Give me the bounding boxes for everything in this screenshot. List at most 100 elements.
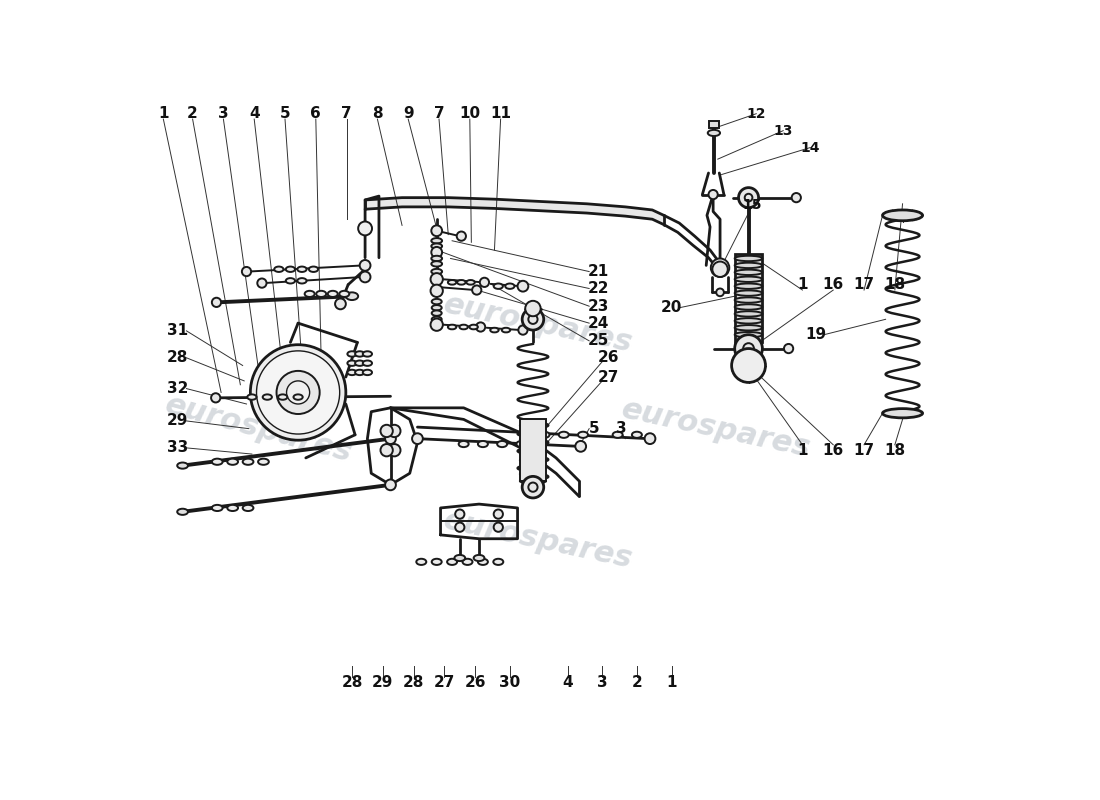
Ellipse shape bbox=[345, 292, 359, 300]
Bar bbox=[708, 121, 719, 128]
Ellipse shape bbox=[735, 298, 762, 302]
Ellipse shape bbox=[882, 409, 923, 418]
Circle shape bbox=[738, 188, 759, 208]
Ellipse shape bbox=[431, 256, 442, 261]
Circle shape bbox=[242, 267, 251, 276]
Text: 1: 1 bbox=[798, 277, 807, 292]
Ellipse shape bbox=[520, 430, 546, 435]
Circle shape bbox=[518, 281, 528, 291]
Circle shape bbox=[276, 371, 320, 414]
Text: 5: 5 bbox=[279, 106, 290, 122]
Text: 20: 20 bbox=[661, 300, 682, 315]
Circle shape bbox=[360, 271, 371, 282]
Circle shape bbox=[456, 231, 466, 241]
Ellipse shape bbox=[274, 266, 284, 272]
Ellipse shape bbox=[613, 432, 623, 438]
Ellipse shape bbox=[258, 458, 268, 465]
Circle shape bbox=[528, 314, 538, 324]
Text: 3: 3 bbox=[218, 106, 229, 122]
Text: 17: 17 bbox=[854, 442, 874, 458]
Ellipse shape bbox=[707, 130, 721, 136]
Circle shape bbox=[784, 344, 793, 353]
Ellipse shape bbox=[355, 370, 364, 375]
Ellipse shape bbox=[470, 325, 477, 330]
Ellipse shape bbox=[459, 441, 469, 447]
Ellipse shape bbox=[520, 471, 546, 477]
Ellipse shape bbox=[263, 394, 272, 400]
Circle shape bbox=[430, 318, 443, 331]
Ellipse shape bbox=[520, 450, 546, 456]
Text: 3: 3 bbox=[616, 421, 627, 436]
Ellipse shape bbox=[735, 262, 762, 268]
Ellipse shape bbox=[177, 509, 188, 515]
Circle shape bbox=[412, 434, 422, 444]
Ellipse shape bbox=[448, 325, 456, 330]
Ellipse shape bbox=[348, 370, 356, 375]
Text: eurospares: eurospares bbox=[441, 290, 636, 358]
Ellipse shape bbox=[431, 269, 442, 274]
Ellipse shape bbox=[494, 283, 503, 289]
Text: 28: 28 bbox=[403, 675, 425, 690]
Text: 30: 30 bbox=[499, 675, 520, 690]
Ellipse shape bbox=[497, 441, 507, 447]
Ellipse shape bbox=[447, 558, 458, 565]
Ellipse shape bbox=[520, 437, 546, 442]
Text: 16: 16 bbox=[823, 277, 844, 292]
Ellipse shape bbox=[348, 351, 356, 357]
Ellipse shape bbox=[431, 305, 442, 310]
Ellipse shape bbox=[531, 441, 542, 447]
Ellipse shape bbox=[309, 266, 318, 272]
Circle shape bbox=[522, 476, 543, 498]
Text: 13: 13 bbox=[773, 124, 793, 138]
Text: 28: 28 bbox=[341, 675, 363, 690]
Circle shape bbox=[388, 444, 400, 456]
Bar bbox=[735, 254, 762, 342]
Circle shape bbox=[211, 394, 220, 402]
Ellipse shape bbox=[355, 361, 364, 366]
Circle shape bbox=[716, 264, 724, 271]
Text: 18: 18 bbox=[884, 442, 905, 458]
Text: 31: 31 bbox=[166, 323, 188, 338]
Text: 7: 7 bbox=[433, 106, 444, 122]
Text: 9: 9 bbox=[403, 106, 414, 122]
Ellipse shape bbox=[735, 304, 762, 310]
Text: 29: 29 bbox=[166, 414, 188, 429]
Circle shape bbox=[431, 226, 442, 236]
Circle shape bbox=[522, 309, 543, 330]
Circle shape bbox=[716, 289, 724, 296]
Text: 22: 22 bbox=[587, 281, 609, 296]
Ellipse shape bbox=[416, 558, 427, 565]
Ellipse shape bbox=[212, 505, 222, 511]
Ellipse shape bbox=[431, 299, 442, 304]
Ellipse shape bbox=[248, 394, 256, 400]
Text: 4: 4 bbox=[249, 106, 260, 122]
Circle shape bbox=[286, 381, 310, 404]
Text: 4: 4 bbox=[562, 675, 573, 690]
Ellipse shape bbox=[431, 261, 442, 266]
Ellipse shape bbox=[631, 432, 642, 438]
Ellipse shape bbox=[243, 505, 253, 511]
Ellipse shape bbox=[286, 278, 295, 283]
Ellipse shape bbox=[882, 210, 923, 221]
Ellipse shape bbox=[493, 558, 504, 565]
Ellipse shape bbox=[735, 270, 762, 275]
Ellipse shape bbox=[363, 361, 372, 366]
Circle shape bbox=[480, 278, 490, 287]
Text: eurospares: eurospares bbox=[162, 390, 355, 467]
Circle shape bbox=[472, 286, 482, 294]
Text: 3: 3 bbox=[597, 675, 607, 690]
Text: 19: 19 bbox=[805, 327, 827, 342]
Text: 28: 28 bbox=[166, 350, 188, 366]
Ellipse shape bbox=[491, 328, 498, 332]
Circle shape bbox=[430, 273, 443, 286]
Circle shape bbox=[455, 522, 464, 532]
Circle shape bbox=[526, 301, 541, 316]
Text: eurospares: eurospares bbox=[619, 394, 814, 463]
Circle shape bbox=[713, 262, 728, 277]
Circle shape bbox=[257, 278, 266, 288]
Ellipse shape bbox=[212, 458, 222, 465]
Text: 23: 23 bbox=[587, 298, 609, 314]
Circle shape bbox=[708, 190, 717, 199]
Text: 1: 1 bbox=[158, 106, 168, 122]
Text: 18: 18 bbox=[884, 277, 905, 292]
